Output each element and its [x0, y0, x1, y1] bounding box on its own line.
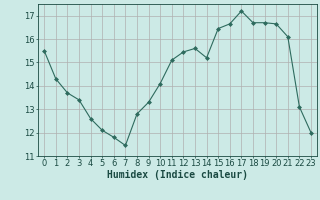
X-axis label: Humidex (Indice chaleur): Humidex (Indice chaleur) [107, 170, 248, 180]
